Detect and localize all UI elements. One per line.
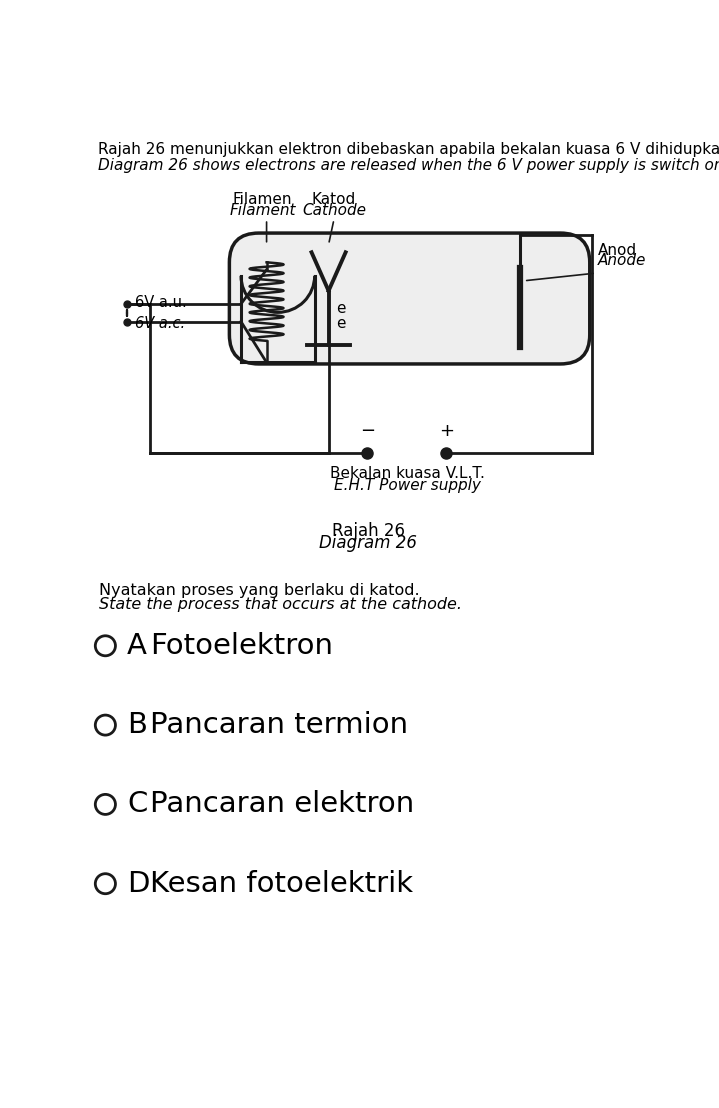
Text: A: A bbox=[127, 632, 147, 659]
Text: D: D bbox=[127, 870, 150, 897]
Text: Pancaran elektron: Pancaran elektron bbox=[150, 790, 415, 819]
Text: Rajah 26: Rajah 26 bbox=[331, 522, 405, 540]
Text: Rajah 26 menunjukkan elektron dibebaskan apabila bekalan kuasa 6 V dihidupkan,: Rajah 26 menunjukkan elektron dibebaskan… bbox=[98, 142, 719, 157]
Text: Kesan fotoelektrik: Kesan fotoelektrik bbox=[150, 870, 413, 897]
Text: Diagram 26 shows electrons are released when the 6 V power supply is switch on,: Diagram 26 shows electrons are released … bbox=[98, 157, 719, 173]
Text: Pancaran termion: Pancaran termion bbox=[150, 711, 408, 739]
Text: 6V a.u.: 6V a.u. bbox=[135, 295, 186, 310]
Text: Bekalan kuasa V.L.T.: Bekalan kuasa V.L.T. bbox=[330, 466, 485, 481]
Text: C: C bbox=[127, 790, 147, 819]
Text: Nyatakan proses yang berlaku di katod.: Nyatakan proses yang berlaku di katod. bbox=[99, 584, 420, 598]
FancyBboxPatch shape bbox=[229, 233, 590, 363]
Text: e: e bbox=[336, 301, 346, 316]
Text: E.H.T Power supply: E.H.T Power supply bbox=[334, 478, 481, 493]
Text: Fotoelektron: Fotoelektron bbox=[150, 632, 334, 659]
Text: Filament: Filament bbox=[229, 203, 296, 217]
Text: Diagram 26: Diagram 26 bbox=[319, 534, 417, 552]
Text: 6V a.c.: 6V a.c. bbox=[135, 316, 185, 330]
Text: e: e bbox=[336, 317, 346, 331]
Text: +: + bbox=[439, 422, 454, 440]
Text: B: B bbox=[127, 711, 147, 739]
Text: State the process that occurs at the cathode.: State the process that occurs at the cat… bbox=[99, 596, 462, 612]
Text: Cathode: Cathode bbox=[302, 203, 366, 217]
Text: Anode: Anode bbox=[597, 254, 646, 268]
Text: Filamen: Filamen bbox=[233, 192, 293, 207]
Text: −: − bbox=[360, 422, 375, 440]
Text: Katod: Katod bbox=[312, 192, 356, 207]
Text: Anod: Anod bbox=[597, 243, 636, 258]
